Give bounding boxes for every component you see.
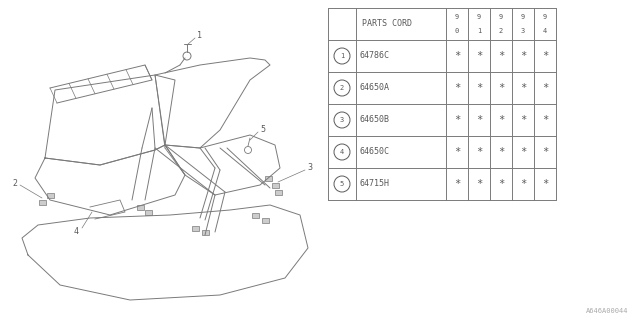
- Text: *: *: [520, 83, 526, 93]
- Text: *: *: [454, 51, 460, 61]
- Text: *: *: [498, 51, 504, 61]
- Text: *: *: [498, 147, 504, 157]
- Text: *: *: [476, 83, 482, 93]
- Text: *: *: [498, 179, 504, 189]
- Text: 3: 3: [307, 164, 312, 172]
- Text: *: *: [454, 179, 460, 189]
- FancyBboxPatch shape: [252, 212, 259, 218]
- FancyBboxPatch shape: [38, 199, 45, 204]
- FancyBboxPatch shape: [275, 189, 282, 195]
- Text: 9: 9: [455, 14, 459, 20]
- Text: 9: 9: [477, 14, 481, 20]
- Text: 2: 2: [499, 28, 503, 34]
- Text: *: *: [542, 115, 548, 125]
- FancyBboxPatch shape: [271, 182, 278, 188]
- Text: 9: 9: [521, 14, 525, 20]
- Text: 4: 4: [74, 227, 79, 236]
- Text: *: *: [454, 83, 460, 93]
- FancyBboxPatch shape: [202, 229, 209, 235]
- Text: *: *: [476, 179, 482, 189]
- Text: *: *: [542, 83, 548, 93]
- Text: 64650C: 64650C: [359, 148, 389, 156]
- FancyBboxPatch shape: [47, 193, 54, 197]
- Text: *: *: [476, 115, 482, 125]
- Text: 3: 3: [521, 28, 525, 34]
- Text: 64650B: 64650B: [359, 116, 389, 124]
- Text: *: *: [520, 115, 526, 125]
- Text: 5: 5: [260, 125, 265, 134]
- Text: *: *: [498, 115, 504, 125]
- Text: 64650A: 64650A: [359, 84, 389, 92]
- Text: *: *: [498, 83, 504, 93]
- Text: 3: 3: [340, 117, 344, 123]
- Text: 0: 0: [455, 28, 459, 34]
- Text: 1: 1: [197, 31, 202, 41]
- Text: *: *: [542, 179, 548, 189]
- Text: 4: 4: [543, 28, 547, 34]
- FancyBboxPatch shape: [136, 204, 143, 210]
- Text: *: *: [476, 51, 482, 61]
- Text: 1: 1: [477, 28, 481, 34]
- Text: A646A00044: A646A00044: [586, 308, 628, 314]
- Text: *: *: [476, 147, 482, 157]
- Text: 2: 2: [12, 179, 17, 188]
- Text: *: *: [520, 179, 526, 189]
- FancyBboxPatch shape: [191, 226, 198, 230]
- Text: 9: 9: [499, 14, 503, 20]
- Text: 1: 1: [340, 53, 344, 59]
- FancyBboxPatch shape: [262, 218, 269, 222]
- Text: *: *: [520, 51, 526, 61]
- Text: 9: 9: [543, 14, 547, 20]
- Text: *: *: [454, 115, 460, 125]
- Text: *: *: [542, 147, 548, 157]
- Text: 64786C: 64786C: [359, 52, 389, 60]
- Text: 5: 5: [340, 181, 344, 187]
- Text: 2: 2: [340, 85, 344, 91]
- Text: 4: 4: [340, 149, 344, 155]
- Text: *: *: [520, 147, 526, 157]
- Text: *: *: [454, 147, 460, 157]
- Text: 64715H: 64715H: [359, 180, 389, 188]
- FancyBboxPatch shape: [264, 175, 271, 180]
- Text: PARTS CORD: PARTS CORD: [362, 20, 412, 28]
- FancyBboxPatch shape: [145, 210, 152, 214]
- Text: *: *: [542, 51, 548, 61]
